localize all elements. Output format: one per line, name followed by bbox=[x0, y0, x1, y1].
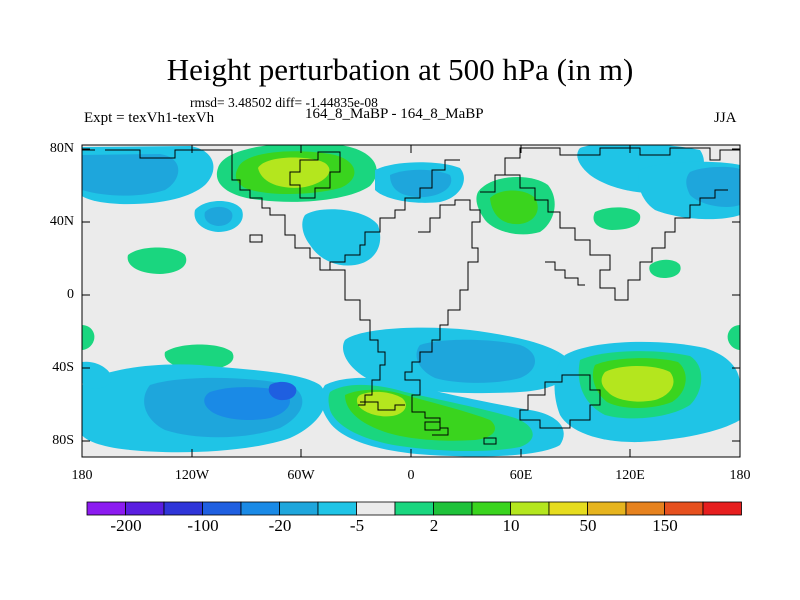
lat-label-0: 0 bbox=[67, 287, 74, 302]
lat-ticks bbox=[82, 148, 740, 442]
colorbar-label: 50 bbox=[579, 516, 597, 535]
colorbar-swatch bbox=[471, 501, 511, 516]
contour-eurasia-green2 bbox=[490, 190, 538, 225]
lon-label-180w: 180 bbox=[71, 468, 93, 483]
plot-title: Height perturbation at 500 hPa (in m) bbox=[166, 52, 634, 87]
colorbar-swatch bbox=[279, 501, 319, 516]
lon-label-120w: 120W bbox=[174, 468, 210, 483]
colorbar-swatch bbox=[86, 501, 126, 516]
colorbar-swatch bbox=[240, 501, 280, 516]
coastline bbox=[82, 147, 740, 445]
map-field bbox=[82, 145, 740, 457]
colorbar-swatch bbox=[625, 501, 665, 516]
lat-label-80n: 80N bbox=[49, 141, 74, 156]
colorbar-swatch bbox=[317, 501, 357, 516]
contour-wpac-green bbox=[649, 259, 681, 278]
colorbar-label: 10 bbox=[502, 516, 520, 535]
coast-south-america bbox=[330, 269, 386, 406]
contour-nafrica-green bbox=[593, 207, 641, 230]
lon-label-180e: 180 bbox=[729, 468, 751, 483]
coast-asia bbox=[480, 147, 740, 301]
coast-australia bbox=[519, 374, 601, 429]
colorbar-swatch bbox=[548, 501, 588, 516]
lon-label-60e: 60E bbox=[509, 468, 533, 483]
lon-label-120e: 120E bbox=[615, 468, 645, 483]
season-label: JJA bbox=[714, 110, 737, 126]
contour-sindian-yellow bbox=[601, 366, 674, 402]
lat-label-40s: 40S bbox=[52, 360, 74, 375]
lon-label-0: 0 bbox=[407, 468, 415, 483]
colorbar-swatch bbox=[125, 501, 165, 516]
contour-sam-green bbox=[164, 344, 234, 370]
colorbar-label: -100 bbox=[187, 516, 219, 535]
colorbar-swatch bbox=[394, 501, 434, 516]
contour-npac-green bbox=[127, 247, 187, 274]
contour-npac-blue-small bbox=[204, 206, 233, 226]
contour-nw-pacific-core bbox=[82, 154, 179, 196]
coast-north-america bbox=[105, 149, 460, 271]
experiment-string: Expt = texVh1-texVh bbox=[84, 110, 215, 126]
colorbar-swatch bbox=[510, 501, 550, 516]
colorbar-label: -20 bbox=[268, 516, 292, 535]
contour-usa-cyan bbox=[302, 209, 381, 266]
contour-satl-blue bbox=[416, 339, 535, 383]
colorbar-swatch bbox=[163, 501, 203, 516]
contour-wedge-green-right bbox=[727, 325, 740, 350]
center-string: 164_8_MaBP - 164_8_MaBP bbox=[305, 106, 484, 122]
colorbar-swatch bbox=[587, 501, 627, 516]
lat-label-40n: 40N bbox=[49, 214, 74, 229]
colorbar-label: 2 bbox=[429, 516, 439, 535]
contour-pacific-blue bbox=[686, 166, 740, 207]
colorbar-swatch bbox=[664, 501, 704, 516]
colorbar-swatch bbox=[702, 501, 742, 516]
colorbar-swatch bbox=[202, 501, 242, 516]
contour-spac-core bbox=[268, 381, 297, 401]
lat-label-80s: 80S bbox=[52, 433, 74, 448]
contour-na-yellow bbox=[258, 157, 330, 188]
contour-atlantic-blue bbox=[390, 169, 452, 198]
colorbar-label: -200 bbox=[110, 516, 142, 535]
contour-wedge-green-left bbox=[82, 325, 95, 350]
colorbar-label: 150 bbox=[652, 516, 678, 535]
coast-africa-europe bbox=[404, 199, 481, 436]
coast-greenland bbox=[289, 151, 341, 199]
stats-string: rmsd= 3.48502 diff= -1.44835e-08 bbox=[190, 95, 378, 110]
contour-spac-deep bbox=[204, 387, 290, 420]
lon-label-60w: 60W bbox=[287, 468, 315, 483]
colorbar-label: -5 bbox=[349, 516, 365, 535]
coast-antarctic-islands bbox=[360, 401, 497, 445]
coast-islands bbox=[82, 149, 740, 286]
colorbar-swatch bbox=[356, 501, 396, 516]
colorbar-swatch bbox=[433, 501, 473, 516]
lon-ticks bbox=[191, 145, 631, 457]
colorbar bbox=[86, 501, 742, 516]
